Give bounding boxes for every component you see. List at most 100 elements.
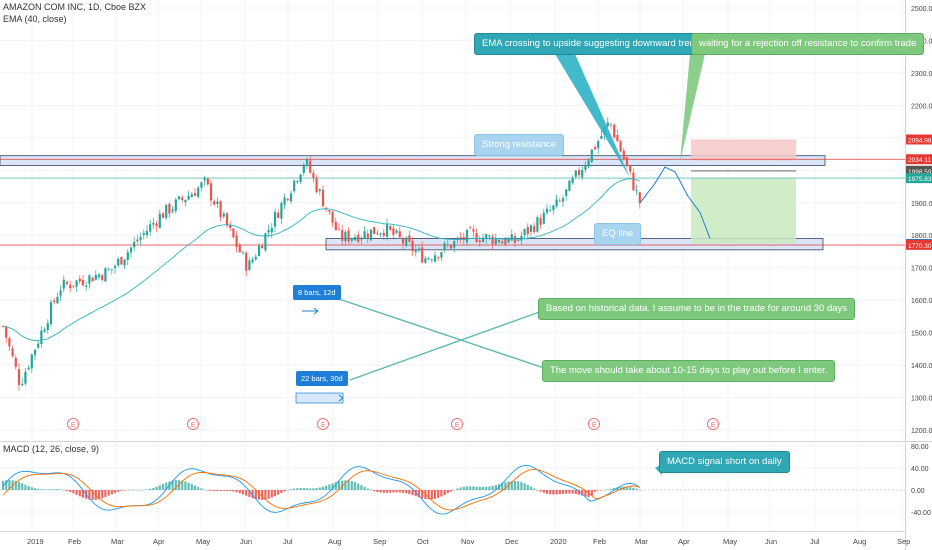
ema-cross-callout[interactable]: EMA crossing to upside suggesting downwa…: [474, 33, 709, 55]
macd-bar: [357, 483, 360, 490]
candle-body: [600, 135, 603, 139]
candle-body: [165, 204, 168, 218]
macd-bar: [69, 490, 72, 492]
move-callout[interactable]: The move should take about 10-15 days to…: [542, 360, 836, 382]
macd-bar: [389, 490, 392, 493]
candle-body: [536, 217, 539, 232]
candle-body: [53, 300, 56, 303]
strong-resistance-label[interactable]: Strong resistance: [474, 134, 564, 156]
macd-bar: [59, 489, 62, 490]
macd-bar: [430, 490, 433, 500]
macd-bar: [456, 488, 459, 490]
signal-line: [2, 468, 640, 511]
candle-body: [133, 241, 136, 248]
candle-body: [181, 197, 184, 200]
y-tick-label: 2200.00: [911, 103, 932, 110]
x-tick-label: Sep: [897, 537, 910, 546]
candle-body: [120, 256, 123, 265]
candle-body: [635, 190, 638, 191]
candle-body: [49, 302, 53, 325]
candles: [1, 117, 641, 391]
x-tick-label: Jun: [765, 537, 777, 546]
candle-body: [501, 241, 504, 244]
price-tag-label: 2094.98: [908, 137, 932, 144]
macd-bar: [203, 489, 206, 491]
candle-body: [245, 252, 248, 271]
candle-body: [353, 236, 357, 241]
candle-body: [325, 207, 328, 210]
candle-body: [638, 192, 641, 204]
candle-body: [347, 230, 350, 242]
candle-body: [289, 193, 293, 202]
y-tick-label: 1600.00: [911, 298, 932, 305]
candle-body: [465, 229, 469, 243]
candle-body: [267, 229, 270, 233]
macd-bar: [225, 490, 229, 491]
candle-body: [462, 237, 465, 240]
macd-bar: [117, 490, 120, 492]
candle-body: [203, 177, 206, 181]
candle-body: [283, 197, 286, 205]
macd-bar: [520, 482, 523, 490]
price-tag: [906, 134, 932, 145]
earnings-marker-label: E: [321, 422, 326, 429]
macd-bar: [414, 490, 417, 497]
x-tick-label: Mar: [635, 537, 648, 546]
macd-bar: [97, 490, 101, 500]
macd-bar: [139, 489, 142, 491]
macd-bar: [152, 487, 155, 490]
macd-bar: [277, 490, 280, 495]
candle-body: [376, 233, 379, 235]
macd-bar: [305, 488, 309, 490]
candle-body: [235, 235, 238, 248]
candle-body: [475, 232, 478, 243]
macd-bar: [145, 489, 149, 491]
candle-body: [315, 177, 318, 193]
earnings-marker: [187, 418, 199, 430]
historical-connector: [349, 309, 546, 381]
macd-signal-callout[interactable]: MACD signal short on daily: [659, 451, 790, 473]
waiting-callout[interactable]: waiting for a rejection off resistance t…: [691, 33, 925, 55]
macd-bar: [213, 490, 216, 492]
x-tick-label: Apr: [153, 537, 165, 546]
macd-bar: [197, 487, 200, 490]
macd-bar: [331, 483, 334, 490]
macd-bar: [536, 490, 539, 491]
candle-body: [379, 233, 382, 235]
macd-bar: [299, 488, 302, 490]
ema-line: [2, 178, 640, 342]
macd-bar: [273, 490, 277, 497]
bars-short-tag[interactable]: 8 bars, 12d: [293, 285, 341, 300]
macd-bar: [632, 487, 635, 490]
macd-bar: [321, 486, 325, 490]
x-tick-label: May: [196, 537, 210, 546]
macd-bar: [229, 490, 232, 492]
x-tick-label: Sep: [373, 537, 386, 546]
x-tick-label: Oct: [417, 537, 430, 546]
candle-body: [200, 182, 203, 188]
macd-bar: [161, 483, 165, 490]
candle-body: [606, 122, 609, 127]
macd-bar: [91, 490, 94, 500]
eq-line-label[interactable]: EQ line: [594, 223, 642, 245]
candle-body: [497, 239, 501, 243]
y-tick-label: 1400.00: [911, 363, 932, 370]
y-tick-label: 2500.00: [911, 6, 932, 13]
candle-body: [161, 213, 165, 218]
candle-body: [5, 326, 8, 338]
historical-callout[interactable]: Based on historical data. I assume to be…: [538, 298, 856, 320]
candle-body: [456, 238, 459, 240]
candle-body: [427, 258, 430, 260]
macd-bar: [453, 489, 456, 491]
macd-bar: [113, 490, 117, 493]
bars-long-tag[interactable]: 22 bars, 30d: [296, 371, 348, 386]
macd-bar: [56, 489, 59, 490]
macd-bar: [392, 490, 395, 493]
macd-bar: [235, 490, 238, 493]
candle-body: [350, 238, 353, 241]
macd-bar: [120, 490, 123, 491]
macd-bar: [200, 488, 203, 490]
macd-bar: [1, 480, 5, 490]
candle-body: [510, 234, 513, 241]
